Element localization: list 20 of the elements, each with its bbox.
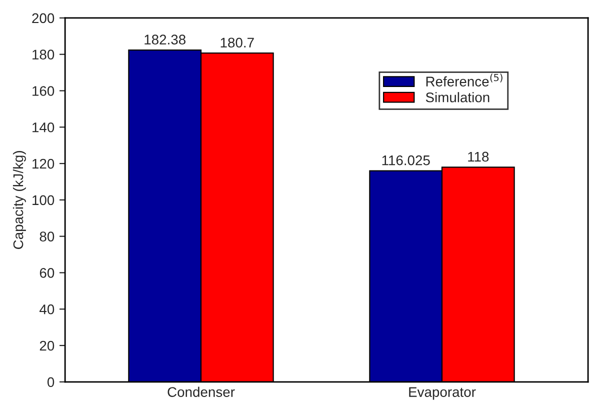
data-label: 182.38 [144,34,186,44]
y-tick-label: 160 [32,86,54,96]
y-tick-label: 80 [40,232,54,242]
y-tick-label: 20 [40,340,54,351]
y-axis-title: Capacity (kJ/kg) [12,151,26,249]
data-label: 116.025 [382,155,430,166]
y-tick-label: 180 [32,50,54,60]
data-label: 180.7 [220,38,254,48]
x-tick-label: Condenser [168,386,235,397]
y-tick-label: 60 [40,268,54,278]
legend-label: Reference$^{(5)}$ [426,74,502,86]
data-label: 118 [468,152,489,162]
y-tick-label: 200 [32,13,54,24]
y-tick-label: 100 [32,195,54,206]
y-tick-label: 140 [32,122,54,132]
x-tick-label: Evaporator [409,387,476,400]
y-tick-label: 0 [47,377,54,388]
y-tick-label: 120 [32,158,54,169]
legend-label: Simulation [426,92,490,102]
y-tick-label: 40 [40,304,54,314]
